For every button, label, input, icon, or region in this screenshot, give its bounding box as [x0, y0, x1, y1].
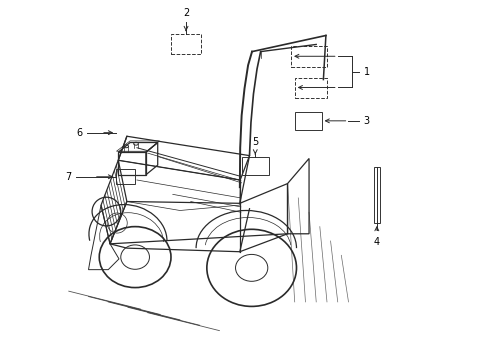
Bar	[294, 78, 326, 98]
Bar	[116, 169, 135, 184]
Text: 6: 6	[76, 128, 82, 138]
Bar	[373, 167, 379, 223]
Text: 2: 2	[183, 8, 189, 18]
Text: 3: 3	[362, 116, 368, 126]
Text: 5: 5	[252, 137, 258, 147]
Bar	[294, 112, 321, 130]
Text: 4: 4	[373, 237, 379, 247]
Text: 1: 1	[363, 67, 369, 77]
Bar	[171, 34, 201, 54]
Text: 7: 7	[65, 172, 72, 182]
Bar	[290, 45, 326, 67]
Bar	[241, 157, 268, 175]
